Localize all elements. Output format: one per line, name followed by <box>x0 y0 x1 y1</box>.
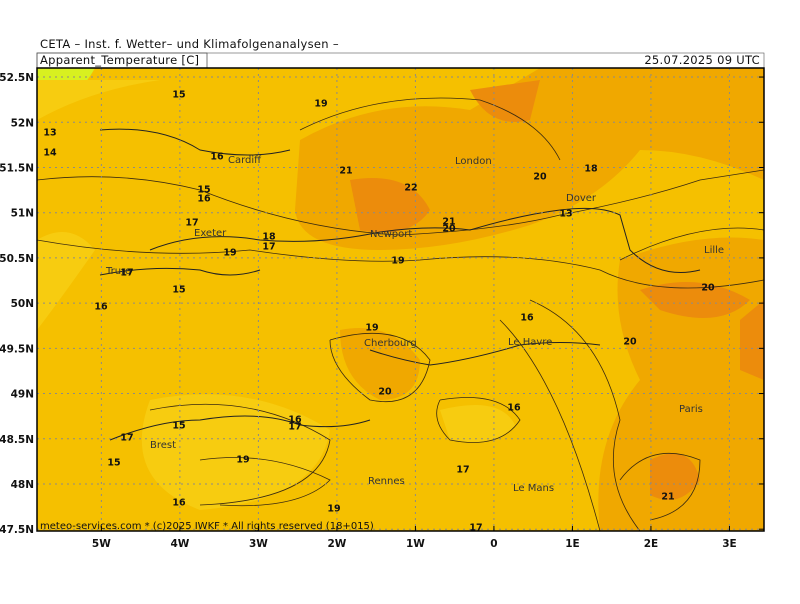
contour-label: 20 <box>701 283 715 294</box>
contour-label: 19 <box>365 323 378 334</box>
city-label: London <box>455 156 492 167</box>
contour-label: 20 <box>442 224 456 235</box>
lon-tick-label: 4W <box>170 538 189 550</box>
lon-tick-label: 3E <box>722 538 736 550</box>
city-label: Newport <box>370 229 412 240</box>
contour-label: 19 <box>327 504 340 515</box>
lon-tick-label: 2E <box>644 538 658 550</box>
field-mild <box>37 80 515 510</box>
contour-label: 17 <box>288 422 301 433</box>
lat-tick-label: 50N <box>11 298 34 310</box>
city-label: Le Havre <box>508 337 552 348</box>
contour-label: 16 <box>197 194 211 205</box>
map-frame <box>36 67 765 532</box>
lon-tick-label: 1E <box>565 538 579 550</box>
footer-credit: meteo-services.com * (c)2025 IWKF * All … <box>40 521 374 532</box>
contour-label: 17 <box>262 242 275 253</box>
lat-tick-label: 51N <box>11 208 34 220</box>
contour-label: 20 <box>378 387 392 398</box>
contour-label: 16 <box>520 313 534 324</box>
contour-label: 19 <box>223 248 236 259</box>
city-label: Paris <box>679 404 703 415</box>
lat-tick-label: 49.5N <box>0 343 34 355</box>
lat-tick-label: 52N <box>11 117 34 129</box>
city-label: Truro <box>105 266 131 277</box>
contour-label: 18 <box>584 164 598 175</box>
variable-name: Apparent_Temperature [C] <box>40 53 199 67</box>
city-label: Brest <box>150 440 176 451</box>
contour-label: 20 <box>533 172 547 183</box>
contour-label: 16 <box>507 403 521 414</box>
contour-label: 18 <box>262 232 276 243</box>
lon-tick-label: 5W <box>92 538 111 550</box>
contour-label: 13 <box>43 128 56 139</box>
contour-label: 19 <box>314 99 327 110</box>
contour-label: 15 <box>172 90 185 101</box>
contour-label: 15 <box>107 458 120 469</box>
contour-label: 15 <box>197 185 210 196</box>
contour-label: 17 <box>185 218 198 229</box>
field-warm <box>295 68 764 531</box>
contour-label: 21 <box>339 166 352 177</box>
city-label: Dover <box>566 193 597 204</box>
contour-label: 13 <box>559 209 572 220</box>
lat-tick-label: 48N <box>11 479 34 491</box>
city-label: Cherbourg <box>364 338 417 349</box>
lon-tick-label: 2W <box>327 538 346 550</box>
contour-label: 19 <box>391 256 404 267</box>
contour-label: 17 <box>456 465 469 476</box>
city-label: Le Mans <box>513 483 554 494</box>
lon-tick-label: 0 <box>490 538 497 550</box>
lat-tick-label: 48.5N <box>0 434 34 446</box>
field-hot <box>350 80 764 500</box>
contour-label: 20 <box>623 337 637 348</box>
contour-label: 16 <box>94 302 108 313</box>
contour-label: 22 <box>404 183 417 194</box>
lat-tick-label: 47.5N <box>0 524 34 536</box>
lon-tick-label: 1W <box>406 538 425 550</box>
coastline <box>99 128 701 441</box>
contour-label: 16 <box>288 415 302 426</box>
city-label: Cardiff <box>228 155 262 166</box>
lat-tick-label: 49N <box>11 389 34 401</box>
contour-label: 17 <box>120 433 133 444</box>
contour-label: 16 <box>172 498 186 509</box>
contour-label: 19 <box>236 455 249 466</box>
map-field <box>37 68 764 531</box>
contour-label: 17 <box>469 523 482 534</box>
contour-label: 17 <box>120 268 133 279</box>
source-title: CETA – Inst. f. Wetter– und Klimafolgena… <box>40 37 339 51</box>
lat-tick-label: 51.5N <box>0 162 34 174</box>
city-label: Lille <box>704 245 724 256</box>
isolines <box>37 97 764 531</box>
contour-label: 15 <box>172 421 185 432</box>
lat-tick-label: 50.5N <box>0 253 34 265</box>
city-label: Exeter <box>194 228 227 239</box>
contour-label: 21 <box>442 217 455 228</box>
lon-tick-label: 3W <box>249 538 268 550</box>
contour-label: 15 <box>172 285 185 296</box>
contour-label: 21 <box>661 492 674 503</box>
contour-label: 16 <box>210 152 224 163</box>
city-label: Rennes <box>368 476 405 487</box>
contour-label: 14 <box>43 148 57 159</box>
datetime: 25.07.2025 09 UTC <box>644 53 760 67</box>
lat-tick-label: 52.5N <box>0 72 34 84</box>
